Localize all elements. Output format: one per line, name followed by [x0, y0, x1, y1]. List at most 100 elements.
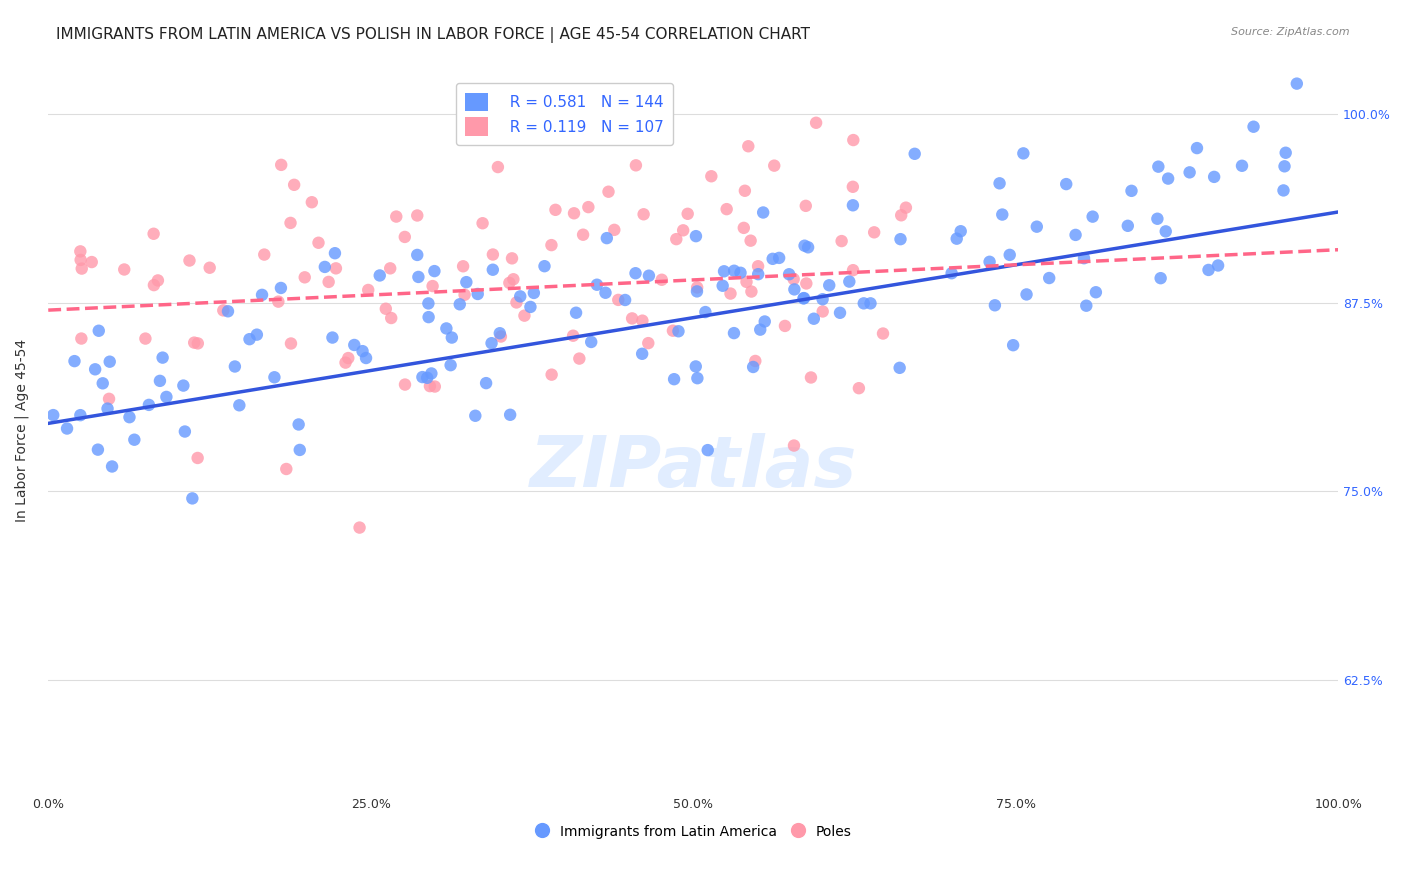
Point: [621, 311, 644, 326]
Point: [723, 264, 745, 278]
Point: [686, 371, 709, 385]
Point: [763, 159, 786, 173]
Point: [762, 252, 785, 266]
Point: [713, 264, 735, 278]
Point: [544, 202, 567, 217]
Point: [773, 318, 796, 333]
Point: [1064, 227, 1087, 242]
Point: [794, 199, 817, 213]
Text: IMMIGRANTS FROM LATIN AMERICA VS POLISH IN LABOR FORCE | AGE 45-54 CORRELATION C: IMMIGRANTS FROM LATIN AMERICA VS POLISH …: [56, 27, 810, 43]
Point: [146, 273, 169, 287]
Point: [509, 289, 531, 303]
Point: [778, 267, 800, 281]
Point: [488, 326, 510, 341]
Point: [84, 362, 107, 376]
Point: [276, 462, 298, 476]
Point: [481, 336, 503, 351]
Point: [818, 278, 841, 293]
Point: [842, 198, 865, 212]
Point: [453, 287, 475, 301]
Point: [1015, 287, 1038, 301]
Point: [792, 292, 814, 306]
Point: [80, 255, 103, 269]
Point: [562, 206, 585, 220]
Point: [308, 235, 330, 250]
Point: [343, 338, 366, 352]
Point: [451, 260, 474, 274]
Point: [394, 230, 416, 244]
Point: [904, 146, 927, 161]
Point: [872, 326, 894, 341]
Point: [984, 298, 1007, 312]
Point: [408, 269, 430, 284]
Point: [662, 372, 685, 386]
Point: [754, 314, 776, 328]
Point: [98, 392, 121, 406]
Point: [700, 169, 723, 184]
Point: [533, 259, 555, 273]
Point: [118, 410, 141, 425]
Point: [1084, 285, 1107, 300]
Point: [783, 438, 806, 452]
Point: [142, 278, 165, 293]
Point: [747, 259, 769, 273]
Point: [267, 294, 290, 309]
Point: [318, 275, 340, 289]
Point: [63, 354, 86, 368]
Point: [482, 262, 505, 277]
Point: [56, 421, 79, 435]
Point: [138, 398, 160, 412]
Point: [112, 262, 135, 277]
Point: [420, 367, 443, 381]
Point: [349, 520, 371, 534]
Point: [1272, 183, 1295, 197]
Point: [96, 401, 118, 416]
Point: [283, 178, 305, 192]
Point: [889, 360, 911, 375]
Point: [69, 408, 91, 422]
Point: [828, 306, 851, 320]
Point: [471, 216, 494, 230]
Point: [198, 260, 221, 275]
Point: [380, 261, 402, 276]
Point: [1204, 169, 1226, 184]
Point: [181, 491, 204, 506]
Point: [949, 224, 972, 238]
Point: [733, 220, 755, 235]
Point: [1081, 210, 1104, 224]
Point: [631, 347, 654, 361]
Point: [187, 336, 209, 351]
Point: [586, 125, 609, 139]
Point: [172, 378, 194, 392]
Point: [1198, 263, 1220, 277]
Point: [783, 282, 806, 296]
Point: [142, 227, 165, 241]
Point: [155, 390, 177, 404]
Point: [1149, 271, 1171, 285]
Point: [565, 306, 588, 320]
Point: [1054, 177, 1077, 191]
Point: [337, 351, 360, 365]
Point: [352, 344, 374, 359]
Point: [637, 336, 659, 351]
Point: [730, 266, 752, 280]
Point: [890, 208, 912, 222]
Point: [498, 276, 520, 290]
Point: [720, 286, 742, 301]
Point: [482, 247, 505, 261]
Point: [406, 248, 429, 262]
Point: [253, 247, 276, 261]
Point: [624, 266, 647, 280]
Point: [434, 321, 457, 335]
Text: Source: ZipAtlas.com: Source: ZipAtlas.com: [1232, 27, 1350, 37]
Point: [672, 223, 695, 237]
Point: [685, 359, 707, 374]
Point: [848, 381, 870, 395]
Point: [842, 133, 865, 147]
Point: [676, 207, 699, 221]
Point: [723, 326, 745, 340]
Point: [183, 335, 205, 350]
Point: [607, 293, 630, 307]
Point: [467, 287, 489, 301]
Point: [1285, 77, 1308, 91]
